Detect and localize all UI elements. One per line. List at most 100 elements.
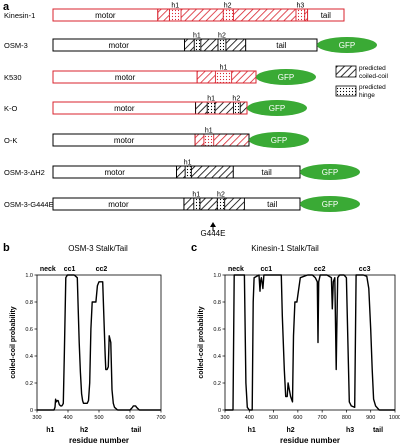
gfp-tag [300, 196, 360, 212]
panel-b: b OSM-3 Stalk/Tail 300 400 500 600 700 0 0.2 0.… [3, 242, 166, 445]
hinge-label: h1 [193, 33, 201, 40]
construct-row: K530 motor h1 GFP [4, 65, 316, 85]
y-axis-label: coiled-coil probability [10, 306, 17, 378]
construct-name: OSM-3-G444E [4, 200, 54, 209]
tail-label: tail [276, 41, 286, 50]
mutation-marker: G444E [201, 222, 226, 238]
y-tick-label: 0.2 [25, 381, 33, 387]
chart-kinesin1: 300 400 500 600 700 800 900 1000 0 0.2 0.4 0.6 0.8 1.… [198, 266, 400, 445]
motor-label: motor [115, 73, 136, 82]
region-label: cc1 [64, 266, 76, 273]
hinge-segment [193, 197, 201, 211]
hinge-label: h2 [218, 33, 226, 40]
legend-hinge-swatch [335, 85, 357, 97]
hinge-segment [232, 101, 241, 115]
y-tick-label: 0.8 [25, 300, 33, 306]
construct-name: OSM-3-ΔH2 [4, 168, 45, 177]
motor-label: motor [109, 41, 130, 50]
x-tick-label: 500 [269, 415, 278, 421]
gfp-tag [249, 132, 309, 148]
hinge-segment [217, 38, 227, 52]
hinge-region-label: tail [131, 427, 141, 434]
gfp-label: GFP [322, 200, 338, 209]
tail-label: tail [262, 168, 272, 177]
hinge-segment [168, 8, 182, 22]
hinge-segment [222, 8, 234, 22]
x-tick-label: 800 [342, 415, 351, 421]
hinge-label: h2 [232, 96, 240, 103]
region-label: cc3 [359, 266, 371, 273]
hinge-label: h2 [217, 192, 225, 199]
x-tick-label: 300 [220, 415, 229, 421]
panel-c: c Kinesin-1 Stalk/Tail 300 400 500 600 700 80… [191, 242, 400, 445]
hinge-label: h1 [207, 96, 215, 103]
x-tick-label: 600 [293, 415, 302, 421]
hinge-segment [216, 197, 226, 211]
hinge-segment [206, 101, 216, 115]
gfp-tag [300, 164, 360, 180]
panel-a: a Kinesin-1 motor tail h1 h2 h3 OSM-3 motor tail… [3, 1, 388, 238]
y-tick-label: 0.4 [213, 354, 221, 360]
construct-list: Kinesin-1 motor tail h1 h2 h3 OSM-3 motor tail h1… [4, 3, 377, 212]
gfp-label: GFP [339, 41, 355, 50]
panel-b-title: OSM-3 Stalk/Tail [68, 244, 128, 253]
mutation-label: G444E [201, 229, 226, 238]
x-axis-label: residue number [69, 436, 129, 445]
y-tick-label: 1.0 [213, 273, 221, 279]
gfp-tag [247, 100, 307, 116]
x-tick-label: 700 [318, 415, 327, 421]
hinge-label: h1 [171, 3, 179, 10]
region-label: cc1 [260, 266, 272, 273]
region-label: cc2 [314, 266, 326, 273]
hinge-region-label: h1 [46, 427, 54, 434]
hinge-region-label: tail [373, 427, 383, 434]
y-axis-label: coiled-coil probability [198, 306, 205, 378]
hinge-label: h2 [224, 3, 232, 10]
region-label: neck [40, 266, 56, 273]
panel-b-label: b [3, 242, 10, 254]
y-tick-label: 1.0 [25, 273, 33, 279]
y-tick-label: 0 [218, 408, 221, 414]
tail-label: tail [267, 200, 277, 209]
construct-name: Kinesin-1 [4, 11, 35, 20]
construct-name: K530 [4, 73, 22, 82]
motor-label: motor [114, 104, 135, 113]
hinge-label: h3 [296, 3, 304, 10]
gfp-label: GFP [269, 104, 285, 113]
probability-line [37, 274, 161, 411]
hinge-region-label: h1 [248, 427, 256, 434]
panel-a-label: a [3, 1, 10, 13]
coiled-coil-segment [194, 133, 250, 147]
panel-c-label: c [191, 242, 197, 254]
region-label: cc2 [96, 266, 108, 273]
construct-row: OSM-3-G444E motor tail h1 h2 GFP [4, 192, 360, 212]
y-tick-label: 0.6 [213, 327, 221, 333]
construct-row: O-K motor h1 GFP [4, 128, 309, 148]
mutation-arrow-head [210, 222, 216, 227]
hinge-segment [214, 70, 233, 84]
hinge-region-label: h2 [286, 427, 294, 434]
construct-row: OSM-3 motor tail h1 h2 GFP [4, 33, 377, 53]
gfp-label: GFP [322, 168, 338, 177]
region-label: neck [228, 266, 244, 273]
x-tick-label: 300 [32, 415, 41, 421]
chart-osm3: 300 400 500 600 700 0 0.2 0.4 0.6 0.8 1.0 neck cc1 cc… [10, 266, 166, 445]
x-tick-label: 700 [156, 415, 165, 421]
hinge-segment [184, 165, 192, 179]
gfp-tag [256, 69, 316, 85]
gfp-label: GFP [271, 136, 287, 145]
construct-row: Kinesin-1 motor tail h1 h2 h3 [4, 3, 345, 22]
hinge-label: h1 [205, 128, 213, 135]
hinge-region-label: h3 [346, 427, 354, 434]
gfp-label: GFP [278, 73, 294, 82]
hinge-region-label: h2 [80, 427, 88, 434]
hinge-label: h1 [184, 160, 192, 167]
plot-frame [36, 274, 162, 411]
motor-label: motor [108, 200, 129, 209]
hinge-label: h1 [220, 65, 228, 72]
y-tick-label: 0.8 [213, 300, 221, 306]
construct-name: K-O [4, 104, 18, 113]
motor-label: motor [105, 168, 126, 177]
panel-c-title: Kinesin-1 Stalk/Tail [251, 244, 319, 253]
